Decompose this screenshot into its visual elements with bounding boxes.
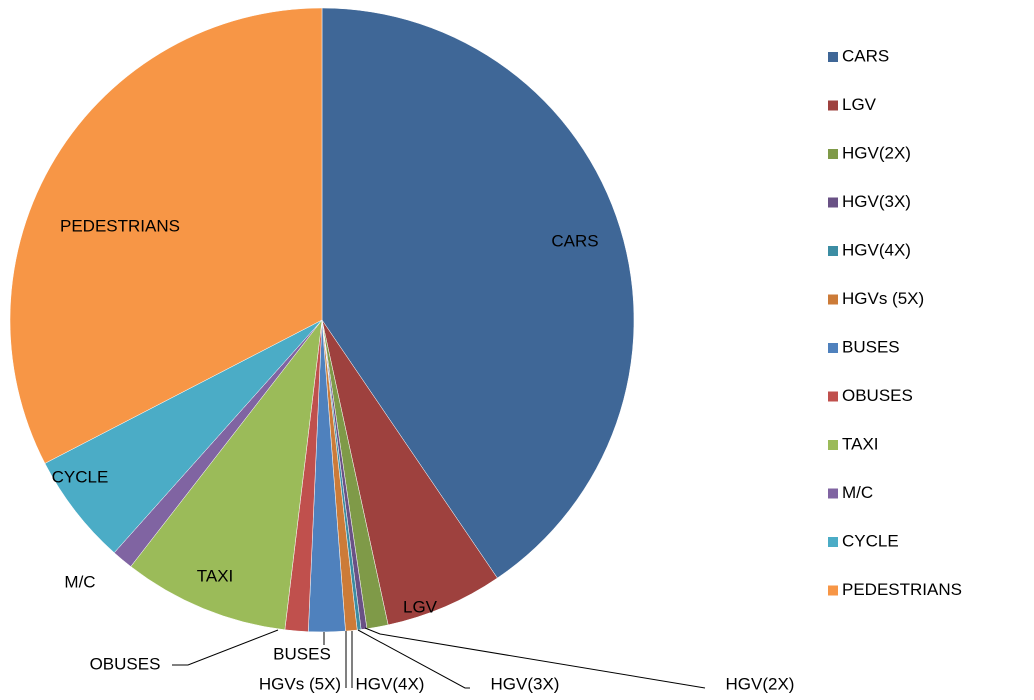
leader-line — [364, 627, 706, 689]
legend-label: CYCLE — [842, 531, 899, 550]
pie-slice — [130, 319, 323, 631]
legend-swatch — [828, 585, 838, 596]
legend-label: PEDESTRIANS — [842, 580, 962, 599]
legend-label: LGV — [842, 95, 877, 114]
legend-label: HGV(2X) — [842, 143, 911, 162]
legend-swatch — [828, 149, 838, 159]
slice-label: M/C — [64, 572, 95, 591]
legend-label: OBUSES — [842, 386, 913, 405]
slice-label: HGV(2X) — [726, 674, 795, 693]
legend-swatch — [828, 440, 838, 450]
legend-swatch — [828, 197, 838, 208]
legend-label: M/C — [842, 483, 873, 502]
slice-label: CARS — [551, 231, 598, 250]
legend-label: BUSES — [842, 337, 900, 356]
legend-swatch — [828, 100, 838, 111]
slice-label: HGV(3X) — [491, 674, 560, 693]
legend-swatch — [828, 391, 838, 402]
legend-label: HGV(3X) — [842, 192, 911, 211]
legend-label: TAXI — [842, 434, 879, 453]
pie-slice — [321, 319, 498, 626]
slice-label: BUSES — [273, 644, 331, 663]
slice-label: LGV — [403, 597, 438, 616]
legend-swatch — [828, 52, 838, 62]
legend-label: HGV(4X) — [842, 240, 911, 259]
legend-swatch — [828, 343, 838, 353]
slice-label: TAXI — [197, 566, 234, 585]
pie-slice — [9, 7, 323, 464]
slice-label: HGVs (5X) — [259, 674, 341, 693]
legend-swatch — [828, 537, 838, 547]
slice-label: CYCLE — [52, 467, 109, 486]
slice-label: PEDESTRIANS — [60, 216, 180, 235]
legend-swatch — [828, 294, 838, 305]
leader-line — [172, 629, 279, 666]
legend-swatch — [828, 246, 838, 256]
pie-slice — [321, 7, 635, 579]
legend-label: CARS — [842, 46, 889, 65]
slice-label: HGV(4X) — [356, 674, 425, 693]
legend-label: HGVs (5X) — [842, 289, 924, 308]
leader-line — [357, 629, 470, 689]
legend-swatch — [828, 488, 838, 499]
slice-label: OBUSES — [90, 654, 161, 673]
